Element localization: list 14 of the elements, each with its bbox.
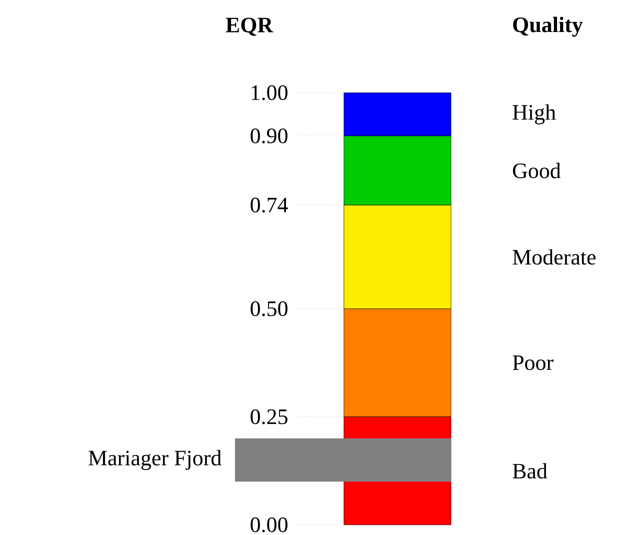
band-label: Mariager Fjord — [88, 450, 222, 470]
y-tick-label: 0.50 — [250, 301, 288, 316]
y-tick-label: 0.90 — [250, 128, 288, 144]
text: High — [512, 104, 556, 124]
y-tick-label: 1.00 — [252, 85, 288, 100]
text: Moderate — [512, 249, 596, 264]
legend-title: Quality — [513, 16, 583, 37]
text: Good — [512, 162, 561, 178]
y-tick-label: 0.74 — [250, 197, 288, 212]
y-tick-label: 0.00 — [250, 517, 288, 532]
text: Bad — [512, 462, 548, 478]
y-axis-title: EQR — [226, 18, 274, 36]
text: Poor — [512, 355, 554, 370]
y-tick-label: 0.25 — [250, 409, 288, 424]
